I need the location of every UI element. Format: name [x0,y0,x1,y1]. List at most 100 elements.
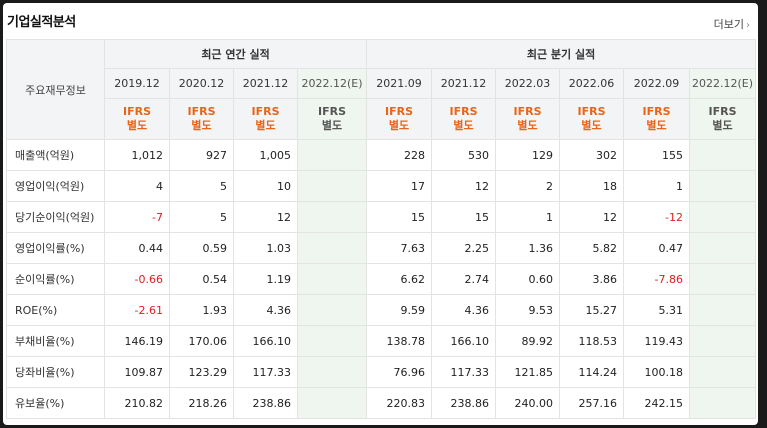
financial-performance-panel: 기업실적분석 더보기 › 주요재무정보 최근 연간 실적 최근 분기 실적 201… [3,3,758,425]
value-cell [689,170,757,202]
quarterly-group-header: 최근 분기 실적 [366,39,757,69]
row-label: 유보율(%) [6,387,105,419]
value-cell: 117.33 [233,356,298,388]
table-row: 유보율(%) 210.82 218.26 238.86 220.83 238.86 240.… [6,387,757,419]
value-cell: 166.10 [233,325,298,357]
value-cell: 129 [495,139,561,171]
value-cell: 117.33 [431,356,497,388]
value-cell: 0.60 [495,263,561,295]
value-cell [689,387,757,419]
value-cell [689,232,757,264]
value-cell: 1 [495,201,561,233]
ifrs-sub-label: 별도 [646,119,667,132]
row-label: 당기순이익(억원) [6,201,105,233]
panel-title: 기업실적분석 [7,15,76,30]
table-row: 영업이익률(%) 0.44 0.59 1.03 7.63 2.25 1.36 5.82 0.47 [6,232,757,264]
value-cell: 1.93 [169,294,234,326]
value-cell: -0.66 [104,263,170,295]
value-cell: 12 [431,170,497,202]
value-cell: 218.26 [169,387,234,419]
ifrs-sub-label: 별도 [712,119,733,132]
value-cell: 0.54 [169,263,234,295]
table-row: 부채비율(%) 146.19 170.06 166.10 138.78 166.10 89.… [6,325,757,357]
value-cell: 5.31 [623,294,691,326]
ifrs-badge: IFRS 별도 [495,98,561,140]
value-cell: 18 [559,170,625,202]
row-label: 부채비율(%) [6,325,105,357]
more-link-label: 더보기 [713,18,744,31]
value-cell: 220.83 [366,387,433,419]
ifrs-sub-label: 별도 [126,119,148,132]
ifrs-label: IFRS [513,105,542,118]
value-cell [296,232,368,264]
value-cell: 228 [366,139,433,171]
value-cell: 2 [495,170,561,202]
ifrs-badge: IFRS 별도 [559,98,625,140]
value-cell: 15 [431,201,497,233]
value-cell: 17 [366,170,433,202]
value-cell: 2.25 [431,232,497,264]
value-cell: 0.59 [169,232,234,264]
ifrs-sub-label: 별도 [321,119,343,132]
period-header: 2019.12 [104,68,170,99]
value-cell: 9.53 [495,294,561,326]
financial-table: 주요재무정보 최근 연간 실적 최근 분기 실적 2019.12 2020.12 2… [6,39,757,419]
ifrs-label: IFRS [318,105,346,118]
value-cell [296,139,368,171]
ifrs-sub-label: 별도 [581,119,602,132]
table-row: ROE(%) -2.61 1.93 4.36 9.59 4.36 9.53 15.27 5.31 [6,294,757,326]
value-cell: 12 [233,201,298,233]
ifrs-label: IFRS [577,105,606,118]
value-cell: 118.53 [559,325,625,357]
row-label: 영업이익(억원) [6,170,105,202]
value-cell: -12 [623,201,691,233]
value-cell: 238.86 [431,387,497,419]
value-cell: 15 [366,201,433,233]
value-cell: 3.86 [559,263,625,295]
value-cell: 170.06 [169,325,234,357]
value-cell: 257.16 [559,387,625,419]
value-cell: 1.03 [233,232,298,264]
period-header: 2022.09 [623,68,691,99]
value-cell: 12 [559,201,625,233]
table-row: 영업이익(억원) 4 5 10 17 12 2 18 1 [6,170,757,202]
ifrs-sub-label: 별도 [517,119,538,132]
ifrs-badge: IFRS 별도 [623,98,691,140]
value-cell: 1.36 [495,232,561,264]
ifrs-badge: IFRS 별도 [431,98,497,140]
value-cell: 4.36 [233,294,298,326]
period-header: 2021.12 [431,68,497,99]
value-cell: 123.29 [169,356,234,388]
value-cell: 242.15 [623,387,691,419]
table-row: 순이익률(%) -0.66 0.54 1.19 6.62 2.74 0.60 3.86 -7.8… [6,263,757,295]
value-cell: 5 [169,201,234,233]
ifrs-badge: IFRS 별도 [296,98,368,140]
value-cell [689,294,757,326]
value-cell [296,356,368,388]
value-cell [296,387,368,419]
table-row: 당좌비율(%) 109.87 123.29 117.33 76.96 117.33 121.… [6,356,757,388]
ifrs-label: IFRS [708,105,737,118]
ifrs-label: IFRS [385,105,414,118]
value-cell: 6.62 [366,263,433,295]
value-cell: -7 [104,201,170,233]
ifrs-badge: IFRS 별도 [169,98,234,140]
value-cell: 1 [623,170,691,202]
value-cell: 238.86 [233,387,298,419]
ifrs-sub-label: 별도 [191,119,212,132]
value-cell: 89.92 [495,325,561,357]
value-cell [689,263,757,295]
ifrs-badge: IFRS 별도 [104,98,170,140]
value-cell: 121.85 [495,356,561,388]
more-link[interactable]: 더보기 › [714,16,750,32]
period-header: 2022.12(E) [689,68,757,99]
period-header: 2020.12 [169,68,234,99]
row-label: ROE(%) [6,294,105,326]
ifrs-label: IFRS [187,105,216,118]
value-cell: 15.27 [559,294,625,326]
value-cell: 10 [233,170,298,202]
value-cell: 1,012 [104,139,170,171]
value-cell: 155 [623,139,691,171]
value-cell [689,325,757,357]
period-header: 2022.06 [559,68,625,99]
